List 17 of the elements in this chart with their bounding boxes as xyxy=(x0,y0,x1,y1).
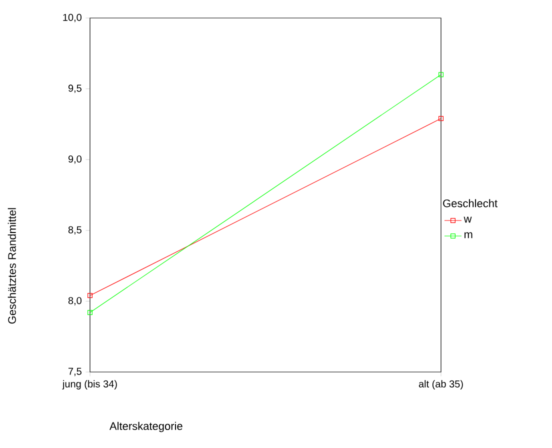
y-tick-label: 10,0 xyxy=(63,14,82,22)
x-tick-label: jung (bis 34) xyxy=(62,380,117,390)
point xyxy=(438,116,444,122)
y-tick-label: 7,5 xyxy=(68,368,82,376)
legend-title: Geschlecht xyxy=(443,199,498,208)
y-axis-title: Geschätztes Randmittel xyxy=(8,208,16,324)
legend-label: m xyxy=(464,232,472,238)
x-tick-label: alt (ab 35) xyxy=(418,380,463,390)
y-tick-label: 8,5 xyxy=(68,226,82,235)
x-axis-title: Alterskategorie xyxy=(109,422,182,432)
legend-label: w xyxy=(464,216,472,223)
point xyxy=(88,293,92,298)
y-tick-label: 9,5 xyxy=(68,84,82,93)
y-tick-label: 8,0 xyxy=(68,297,82,306)
point xyxy=(438,72,444,78)
y-tick-label: 9,0 xyxy=(68,155,82,164)
point xyxy=(88,310,92,316)
